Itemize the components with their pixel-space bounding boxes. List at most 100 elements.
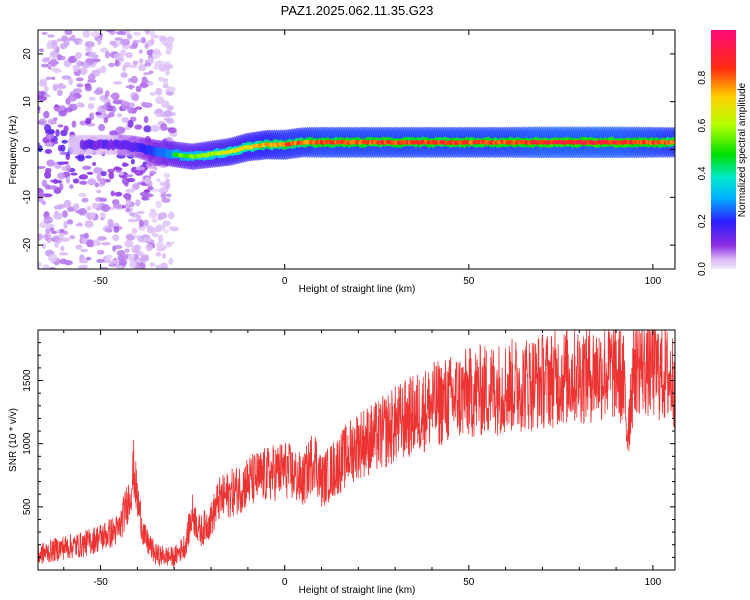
spectrogram-cell [152,48,160,54]
snr-ticks: -50 0 50 100 500 1000 1500 [22,330,675,588]
spectrogram-cell [47,34,55,38]
spectrogram-cell [112,81,123,85]
spectrogram-cell [108,171,115,180]
spectrogram-cell [109,259,120,265]
spectrogram-cell [143,189,151,193]
spectrogram-cell [99,212,106,219]
spectrogram-cell [150,37,155,46]
spectrogram-cell [43,85,49,93]
spectrogram-cell [77,155,86,162]
spectrogram-cell [165,68,170,76]
spectrogram-cell [59,43,67,50]
spectrogram-cell [57,82,65,90]
spectrogram-cell [113,226,120,233]
spectrogram-cell [38,191,46,198]
spectrogram-cell [81,197,89,203]
snr-panel: -50 0 50 100 500 1000 1500 Height of straight … [8,329,676,596]
spectrogram-cell [161,197,171,203]
spectrogram-cell [44,184,51,190]
spectrogram-cell [59,258,68,265]
spectrogram-cell [58,252,69,256]
spectrogram-cell [87,103,95,110]
spectrogram-cell [156,178,161,182]
spectrogram-cell [125,188,135,193]
spectrogram-cell [52,83,58,92]
spectrogram-cell [125,85,136,89]
spectrogram-cell [138,49,144,54]
spectrogram-cell [159,35,167,43]
spectrogram-cell [70,172,78,176]
colorbar-ticks: 0.0 0.2 0.4 0.6 0.8 [697,70,708,276]
spectrogram-cell [125,51,133,59]
spectrogram-cell [44,167,52,173]
spectrogram-cell [38,233,43,241]
spectrogram-cell [91,202,99,210]
spectrogram-cell [124,239,134,248]
spectrogram-cell [75,244,83,250]
spectrogram-cell [115,126,125,134]
spectrogram-cell [79,67,88,76]
spectrogram-cell [120,72,128,79]
spectrogram-cell [78,259,89,264]
spectrogram-cell [125,207,131,213]
spectrogram-cell [139,191,150,197]
spectrogram-cell [79,180,88,185]
spectrogram-cell [159,181,168,186]
spectrogram-cell [77,265,83,269]
spectrogram-cell [97,37,102,46]
spectrogram-cell [68,77,73,86]
spectrogram-cell [84,84,92,92]
spectrogram-cell [76,102,84,108]
spectrogram-cell [83,232,89,239]
spectrogram-cell [144,30,151,35]
spectrogram-cell [38,261,42,269]
spectrogram-cell [121,117,129,123]
spectrogram-cell [134,199,141,207]
spectrogram-cell [61,139,68,144]
spectrogram-cell [146,57,155,64]
spectrogram-cell [74,53,81,60]
spectrogram-cell [131,245,140,254]
spectrogram-cell [156,242,164,249]
spectrogram-cell [39,78,48,82]
spectrogram-cell [124,248,130,253]
spectrogram-cell [105,30,114,33]
spectrogram-cell [87,178,96,186]
spectrogram-cell [136,210,145,215]
spectrogram-cell [63,61,71,68]
spectrogram-cell [100,171,107,177]
spectrogram-cell [141,195,148,201]
spectrogram-cell [160,191,167,200]
spectrogram-cell [56,180,63,184]
spectrogram-cell [161,100,170,109]
spectrogram-cell [167,127,177,134]
spectrogram-cell [74,209,85,214]
spectrogram-cell [160,123,168,131]
spectrogram-cell [85,212,91,219]
spectrogram-cell [120,38,131,46]
spectrogram-cell [60,144,66,152]
spectrogram-cell [122,256,129,260]
spectrogram-cell [55,129,60,137]
snr-series-line [37,329,676,568]
spectrogram-cell [76,83,84,88]
spectrogram-cell [165,49,172,55]
spectrogram-cell [130,75,138,84]
spectrogram-cell [125,233,135,241]
spectrogram-cell [53,117,58,121]
spectrogram-cell [167,211,175,220]
spectrogram-cell [150,208,156,214]
spectrogram-cell [130,158,135,165]
spectrogram-cell [81,62,90,69]
spectrogram-cell [132,60,139,66]
colorbar-tick-label: 0.2 [697,214,708,228]
spectrogram-cell [43,94,51,98]
spectrogram-cell [38,145,43,153]
spectrogram-cell [127,119,134,128]
spectrogram-cell [50,76,56,80]
spectrogram-cell [98,123,106,132]
spectrogram-cell [93,89,104,95]
spectrogram-cell [152,34,160,39]
spectrogram-cell [163,41,173,48]
colorbar-label: Normalized spectral amplitude [737,82,748,217]
